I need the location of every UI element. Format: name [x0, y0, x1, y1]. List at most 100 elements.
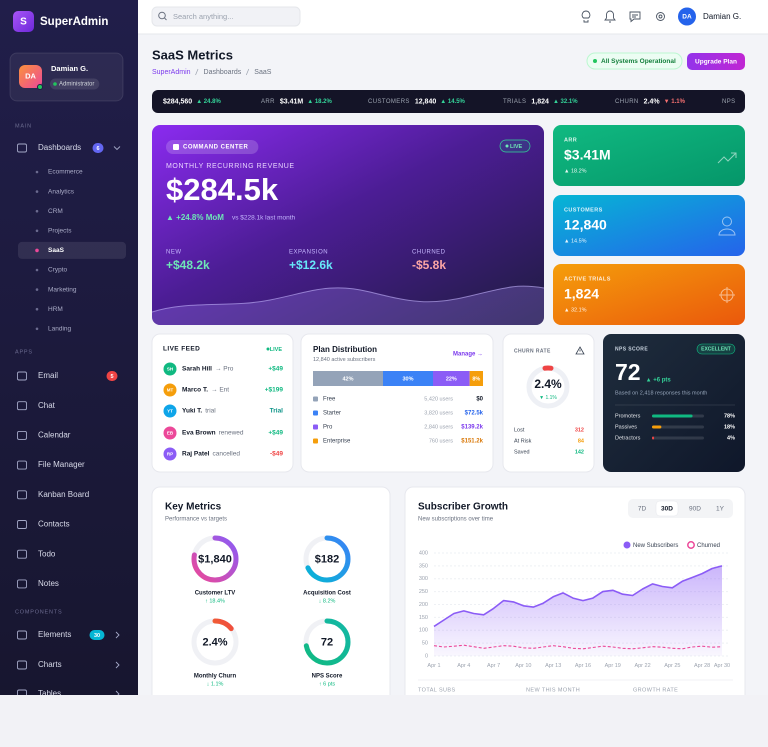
range-tab[interactable]: 7D	[638, 506, 647, 513]
chevron-right	[115, 690, 120, 695]
topbar-avatar[interactable]	[678, 7, 696, 26]
feed-avatar	[163, 383, 177, 397]
range-tab[interactable]: 90D	[689, 506, 701, 513]
nav-label[interactable]: Kanban Board	[38, 490, 89, 499]
nav-sublabel[interactable]: SaaS	[48, 247, 65, 254]
nav-item[interactable]: Email 5	[17, 371, 118, 381]
nav-section-title: COMPONENTS	[15, 609, 62, 615]
hero-label: MONTHLY RECURRING REVENUE	[166, 163, 295, 170]
hero-stat-label: NEW	[166, 250, 182, 256]
nav-subitem-dot	[35, 170, 39, 174]
nav-item[interactable]: Kanban Board	[17, 490, 90, 500]
nav-label[interactable]: File Manager	[38, 460, 85, 469]
kpi-change: ▲ 18.2%	[564, 168, 587, 174]
icon-idea[interactable]	[581, 10, 591, 23]
nav-label[interactable]: Notes	[38, 579, 59, 588]
line	[433, 644, 723, 650]
nav-sublabel[interactable]: Projects	[48, 228, 72, 235]
x-tick-label: Apr 10	[515, 663, 531, 669]
icon-messages[interactable]	[629, 11, 641, 23]
y-tick-label: 200	[419, 602, 428, 608]
search-placeholder[interactable]: Search anything...	[173, 12, 233, 21]
sidebar: S SuperAdmin DA Damian G. Administrator MAIN D…	[0, 0, 138, 698]
nav-item[interactable]: Chat	[17, 401, 56, 411]
plan-link[interactable]: Manage →	[453, 352, 483, 358]
plan-swatch	[313, 424, 318, 430]
nav-subitem[interactable]: Projects	[35, 228, 73, 235]
range-tab[interactable]: 1Y	[716, 506, 725, 513]
growth-footer-label: TOTAL SUBS	[418, 687, 456, 693]
nav-item[interactable]: Calendar	[17, 431, 71, 440]
feed-name: Sarah Hill	[182, 366, 212, 373]
nav-item[interactable]: Tables	[17, 689, 120, 698]
nav-subitem[interactable]: Marketing	[35, 286, 77, 293]
plan-segment	[313, 371, 383, 386]
nav-sublabel[interactable]: Landing	[48, 326, 72, 333]
nav-sublabel[interactable]: Ecommerce	[48, 169, 83, 176]
nav-subitem[interactable]: Crypto	[35, 267, 68, 274]
nav-subitem[interactable]: CRM	[35, 208, 63, 215]
icon-notifications[interactable]	[604, 10, 616, 23]
nav-label[interactable]: Elements	[38, 630, 71, 639]
range-tab[interactable]: 30D	[661, 506, 673, 513]
nav-sublabel[interactable]: Marketing	[48, 286, 77, 293]
nav-sublabel[interactable]: Crypto	[48, 267, 68, 274]
metric-value: 72	[321, 636, 333, 648]
nav-item[interactable]: Charts	[17, 660, 120, 670]
nav-item[interactable]: Contacts	[17, 520, 70, 529]
hero-stat-value: -$5.8k	[412, 258, 446, 272]
y-tick-label: 50	[422, 641, 428, 647]
y-tick-label: 300	[419, 576, 428, 582]
plan-name: Free	[323, 397, 336, 403]
nav-label[interactable]: Contacts	[38, 520, 70, 529]
area	[434, 565, 722, 656]
ticker-value: $3.41M	[280, 98, 304, 105]
search-box[interactable]	[151, 6, 301, 27]
plan-segment-label: 8%	[472, 376, 480, 382]
nav-label[interactable]: Todo	[38, 549, 56, 558]
nps-row-label: Detractors	[615, 435, 641, 441]
breadcrumb-item[interactable]: SuperAdmin	[152, 69, 191, 76]
nav-label[interactable]: Chat	[38, 401, 56, 410]
nav-label[interactable]: Charts	[38, 660, 62, 669]
nav-icon	[17, 520, 27, 529]
chevron-right	[115, 661, 120, 669]
nav-item[interactable]: Elements 30	[17, 630, 120, 640]
hero-wave-line	[152, 285, 544, 313]
nav-section-title: MAIN	[15, 123, 32, 129]
hero-badge	[166, 140, 259, 154]
nav-subitem[interactable]: Landing	[35, 326, 72, 333]
nav-item[interactable]: Todo	[17, 549, 56, 559]
nav-item[interactable]: File Manager	[17, 460, 86, 470]
metric-label: NPS Score	[312, 674, 343, 680]
breadcrumb-item[interactable]: Dashboards	[204, 69, 242, 76]
live-text: LIVE	[270, 347, 283, 353]
icon-settings[interactable]	[656, 12, 665, 21]
nav-subitem[interactable]: HRM	[35, 306, 63, 313]
range-tab-active[interactable]	[655, 500, 679, 517]
legend-label[interactable]: New Subscribers	[633, 543, 678, 549]
nav-subitem[interactable]: SaaS	[18, 241, 126, 259]
nav-subitem-dot	[35, 190, 39, 193]
nav-sublabel[interactable]: Analytics	[48, 188, 75, 195]
hero-wave	[152, 286, 544, 325]
upgrade-button[interactable]	[687, 53, 745, 70]
live-dot	[505, 144, 509, 148]
nav-item[interactable]: Notes	[17, 579, 59, 589]
nav-label[interactable]: Dashboards	[38, 143, 81, 152]
nps-badge	[696, 343, 736, 355]
nav-sublabel[interactable]: HRM	[48, 306, 63, 313]
nav-label[interactable]: Calendar	[38, 431, 71, 440]
nps-bar	[652, 425, 662, 429]
upgrade-button-text[interactable]: Upgrade Plan	[695, 59, 737, 66]
nps-row-label: Promoters	[615, 413, 641, 419]
nav-icon	[17, 460, 27, 470]
nav-sublabel[interactable]: CRM	[48, 208, 63, 215]
churn-row-label: Lost	[514, 427, 525, 433]
nav-item[interactable]: Dashboards 6	[17, 143, 121, 153]
nav-label[interactable]: Email	[38, 371, 58, 380]
legend-label[interactable]: Churned	[697, 543, 720, 549]
nav-subitem[interactable]: Ecommerce	[35, 169, 83, 176]
nav-label[interactable]: Tables	[38, 689, 61, 698]
nav-subitem[interactable]: Analytics	[35, 188, 75, 195]
